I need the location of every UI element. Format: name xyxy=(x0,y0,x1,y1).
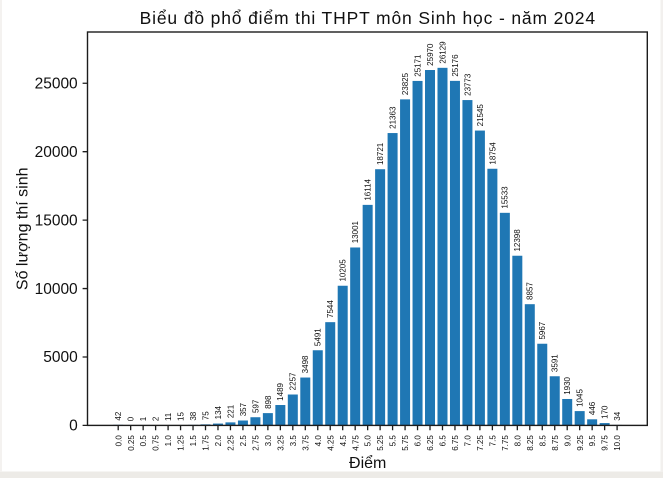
svg-text:23773: 23773 xyxy=(463,73,472,96)
svg-text:21363: 21363 xyxy=(388,106,397,129)
svg-text:15533: 15533 xyxy=(501,186,510,209)
svg-text:5.0: 5.0 xyxy=(364,435,373,447)
svg-text:3.25: 3.25 xyxy=(276,435,285,451)
svg-text:0.75: 0.75 xyxy=(152,435,161,451)
svg-text:25970: 25970 xyxy=(426,43,435,66)
svg-text:5000: 5000 xyxy=(43,349,78,366)
svg-text:15: 15 xyxy=(176,412,185,421)
svg-text:9.0: 9.0 xyxy=(563,435,572,447)
svg-text:42: 42 xyxy=(114,411,123,420)
svg-text:0.0: 0.0 xyxy=(114,435,123,447)
svg-text:38: 38 xyxy=(189,411,198,420)
svg-text:25000: 25000 xyxy=(35,75,78,92)
svg-text:9.75: 9.75 xyxy=(601,435,610,451)
svg-text:898: 898 xyxy=(264,395,273,409)
svg-text:10000: 10000 xyxy=(35,281,78,298)
svg-text:1: 1 xyxy=(139,416,148,421)
svg-text:9.25: 9.25 xyxy=(576,435,585,451)
svg-text:11: 11 xyxy=(164,412,173,421)
svg-text:4.0: 4.0 xyxy=(314,435,323,447)
svg-text:3.5: 3.5 xyxy=(289,435,298,447)
svg-text:23825: 23825 xyxy=(401,72,410,95)
svg-text:446: 446 xyxy=(588,401,597,415)
svg-text:7.25: 7.25 xyxy=(476,435,485,451)
svg-text:3.75: 3.75 xyxy=(301,435,310,451)
svg-text:75: 75 xyxy=(201,411,210,420)
svg-text:25171: 25171 xyxy=(413,54,422,77)
svg-text:1930: 1930 xyxy=(563,376,572,394)
svg-text:4.25: 4.25 xyxy=(326,435,335,451)
svg-text:18754: 18754 xyxy=(488,142,497,165)
svg-text:5.75: 5.75 xyxy=(401,435,410,451)
svg-text:2: 2 xyxy=(152,416,161,421)
svg-text:12398: 12398 xyxy=(513,229,522,252)
svg-text:0.25: 0.25 xyxy=(127,435,136,451)
svg-text:2.5: 2.5 xyxy=(239,435,248,447)
svg-text:8.0: 8.0 xyxy=(513,435,522,447)
svg-text:221: 221 xyxy=(226,404,235,418)
svg-text:10205: 10205 xyxy=(339,259,348,282)
svg-text:5.5: 5.5 xyxy=(389,435,398,447)
svg-text:10.0: 10.0 xyxy=(613,435,622,451)
svg-text:13001: 13001 xyxy=(351,220,360,243)
svg-text:6.5: 6.5 xyxy=(439,435,448,447)
svg-text:2.75: 2.75 xyxy=(252,435,261,451)
svg-text:5967: 5967 xyxy=(538,321,547,339)
svg-text:8.5: 8.5 xyxy=(538,435,547,447)
svg-text:Điểm: Điểm xyxy=(349,454,386,472)
svg-text:170: 170 xyxy=(601,405,610,419)
svg-text:6.75: 6.75 xyxy=(451,435,460,451)
svg-text:18721: 18721 xyxy=(376,142,385,165)
svg-text:8.75: 8.75 xyxy=(551,435,560,451)
svg-text:3.0: 3.0 xyxy=(264,435,273,447)
svg-text:1489: 1489 xyxy=(276,382,285,400)
svg-text:26129: 26129 xyxy=(438,41,447,64)
svg-text:25176: 25176 xyxy=(451,54,460,77)
svg-text:1.5: 1.5 xyxy=(189,435,198,447)
svg-text:15000: 15000 xyxy=(35,212,78,229)
svg-text:7544: 7544 xyxy=(326,300,335,318)
svg-text:7.0: 7.0 xyxy=(464,435,473,447)
svg-text:1045: 1045 xyxy=(576,389,585,407)
svg-text:20000: 20000 xyxy=(35,144,78,161)
svg-text:0.5: 0.5 xyxy=(139,435,148,447)
svg-text:2.25: 2.25 xyxy=(227,435,236,451)
svg-text:4.75: 4.75 xyxy=(351,435,360,451)
svg-text:6.25: 6.25 xyxy=(426,435,435,451)
svg-text:3498: 3498 xyxy=(301,355,310,373)
svg-text:7.75: 7.75 xyxy=(501,435,510,451)
svg-text:134: 134 xyxy=(214,405,223,419)
svg-text:5491: 5491 xyxy=(314,328,323,346)
svg-text:357: 357 xyxy=(239,402,248,416)
svg-text:9.5: 9.5 xyxy=(588,435,597,447)
svg-text:2.0: 2.0 xyxy=(214,435,223,447)
svg-text:1.75: 1.75 xyxy=(202,435,211,451)
svg-text:16114: 16114 xyxy=(364,178,373,200)
svg-text:597: 597 xyxy=(251,399,260,413)
svg-text:21545: 21545 xyxy=(476,104,485,127)
svg-text:Biểu đồ phổ điểm thi THPT môn: Biểu đồ phổ điểm thi THPT môn Sinh học -… xyxy=(140,8,596,28)
svg-text:4.5: 4.5 xyxy=(339,435,348,447)
svg-text:8857: 8857 xyxy=(526,282,535,300)
svg-text:7.5: 7.5 xyxy=(488,435,497,447)
svg-text:0: 0 xyxy=(127,416,136,421)
svg-text:Số lượng thí sinh: Số lượng thí sinh xyxy=(15,167,32,290)
svg-text:5.25: 5.25 xyxy=(376,435,385,451)
svg-text:34: 34 xyxy=(613,411,622,420)
svg-text:1.25: 1.25 xyxy=(177,435,186,451)
svg-text:0: 0 xyxy=(69,418,78,435)
svg-text:8.25: 8.25 xyxy=(526,435,535,451)
svg-text:2257: 2257 xyxy=(289,372,298,390)
svg-text:3591: 3591 xyxy=(551,354,560,372)
svg-text:6.0: 6.0 xyxy=(414,435,423,447)
svg-text:1.0: 1.0 xyxy=(164,435,173,447)
